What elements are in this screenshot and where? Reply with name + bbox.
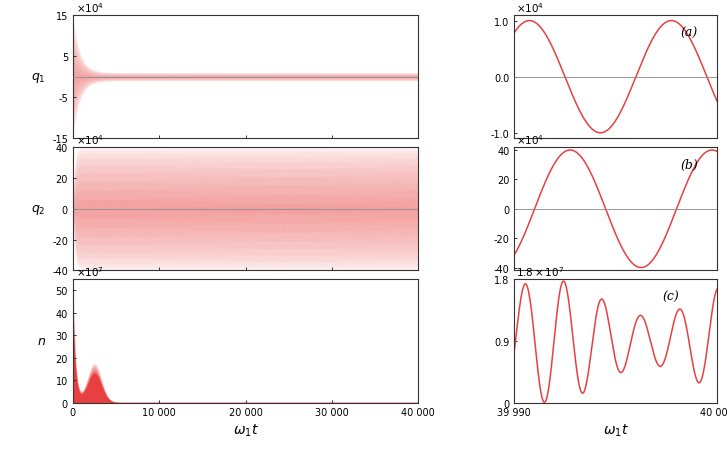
- Text: $\times 10^4$: $\times 10^4$: [516, 1, 545, 15]
- Y-axis label: $q_2$: $q_2$: [31, 202, 45, 216]
- Text: $\times 10^7$: $\times 10^7$: [76, 264, 104, 278]
- Text: (a): (a): [681, 27, 698, 40]
- X-axis label: $\omega_1 t$: $\omega_1 t$: [232, 422, 258, 438]
- Text: $\times 10^4$: $\times 10^4$: [76, 133, 104, 147]
- Text: (b): (b): [681, 159, 698, 172]
- Text: $1.8\times 10^7$: $1.8\times 10^7$: [516, 264, 565, 278]
- Text: $\times 10^4$: $\times 10^4$: [516, 133, 545, 147]
- Y-axis label: $n$: $n$: [37, 334, 46, 348]
- Y-axis label: $q_1$: $q_1$: [31, 71, 46, 85]
- Text: (c): (c): [662, 290, 679, 303]
- Text: $\times 10^4$: $\times 10^4$: [76, 1, 104, 15]
- X-axis label: $\omega_1 t$: $\omega_1 t$: [603, 422, 629, 438]
